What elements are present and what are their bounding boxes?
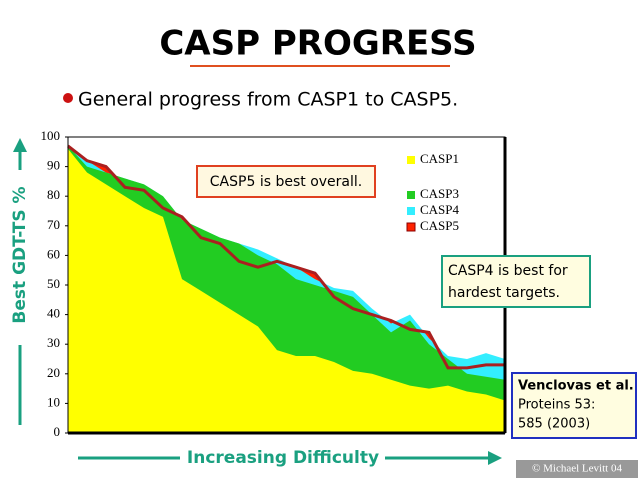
annotation: hardest targets. [448,285,560,301]
slide-title: CASP PROGRESS [159,24,476,64]
legend-swatch [407,191,415,199]
y-tick-label: 100 [41,128,61,143]
credit: © Michael Levitt 04 [532,463,622,475]
y-axis-label: Best GDT-TS % [10,186,30,323]
citation: Venclovas et al. [518,379,634,394]
citation-box [511,372,637,439]
plot: 0102030405060708090100CASP1CASP3CASP4CAS… [41,128,507,439]
annotation-box [441,255,591,308]
annotation-box [196,165,376,198]
y-tick-label: 80 [47,187,60,202]
legend-box [392,148,476,238]
citation: Proteins 53: [518,398,595,413]
legend-label: CASP1 [420,151,459,166]
arrow-head [488,451,502,465]
annotation: CASP5 is best overall. [210,174,362,190]
y-tick-label: 70 [47,217,60,232]
legend-swatch [406,222,416,232]
legend-label: CASP5 [420,218,459,233]
y-tick-label: 10 [47,394,60,409]
legend-swatch [407,156,415,164]
area [68,148,505,433]
bullet-text: General progress from CASP1 to CASP5. [78,89,458,111]
y-tick-label: 50 [47,276,60,291]
y-tick-label: 40 [47,306,60,321]
legend-label: CASP4 [420,202,460,217]
y-tick-label: 20 [47,365,60,380]
line [67,144,505,370]
y-tick-label: 30 [47,335,60,350]
y-tick-label: 90 [47,158,60,173]
y-tick-label: 0 [54,424,61,439]
citation: 585 (2003) [518,417,590,432]
legend-swatch [407,207,415,215]
annotation: CASP4 is best for [448,263,568,279]
legend-label: CASP3 [420,186,459,201]
x-axis-label: Increasing Difficulty [187,448,379,468]
credit-box [516,460,638,478]
y-tick-label: 60 [47,246,60,261]
arrow-head [13,138,27,152]
bullet [63,93,73,103]
